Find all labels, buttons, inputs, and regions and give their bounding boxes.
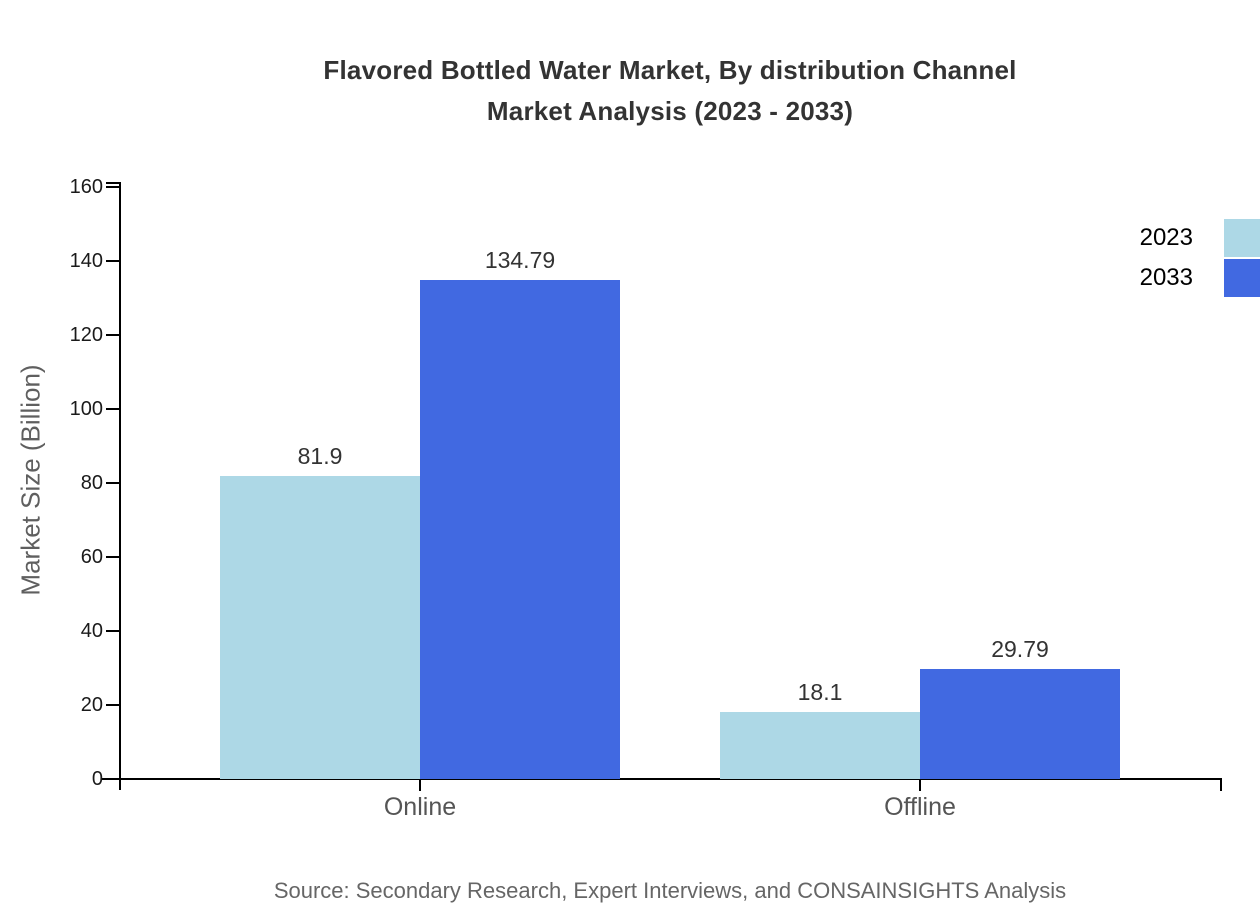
y-tick-label: 20: [80, 694, 103, 716]
y-tick-label: 100: [69, 398, 103, 420]
bar-2033-offline: [920, 668, 1120, 779]
y-tick: [106, 186, 119, 188]
bar-value-label: 134.79: [484, 247, 556, 274]
y-tick-label: 80: [80, 472, 103, 494]
y-tick-label: 40: [80, 620, 103, 642]
y-tick-label: 0: [91, 768, 103, 790]
source-note: Source: Secondary Research, Expert Inter…: [273, 878, 1067, 903]
bar-2033-online: [420, 280, 620, 779]
legend-swatch-2033: [1224, 259, 1260, 297]
y-tick: [106, 260, 119, 262]
legend-label-2023: 2023: [1139, 224, 1193, 251]
legend-swatch-2023: [1224, 219, 1260, 257]
y-axis-line: [119, 182, 121, 790]
y-tick-label: 60: [80, 546, 103, 568]
bar-2023-online: [220, 475, 420, 779]
x-category-label: Offline: [884, 793, 956, 821]
y-tick: [106, 482, 119, 484]
y-tick: [106, 704, 119, 706]
bar-value-label: 81.9: [297, 442, 343, 469]
chart-title-line-2: Market Analysis (2023 - 2033): [486, 96, 854, 126]
x-axis-end-cap: [1220, 778, 1222, 791]
y-axis-top-cap: [106, 182, 119, 184]
bar-value-label: 29.79: [991, 635, 1049, 662]
y-tick-label: 120: [69, 324, 103, 346]
bar-value-label: 18.1: [797, 679, 843, 706]
y-tick: [106, 778, 119, 780]
x-axis-line: [102, 778, 1222, 780]
x-category-label: Online: [383, 793, 457, 821]
y-tick: [106, 630, 119, 632]
bar-2023-offline: [720, 712, 920, 779]
y-tick: [106, 408, 119, 410]
y-tick-label: 160: [69, 176, 103, 198]
x-tick: [419, 779, 421, 791]
y-tick-label: 140: [69, 250, 103, 272]
chart-title: Flavored Bottled Water Market, By distri…: [80, 50, 1260, 132]
y-tick: [106, 556, 119, 558]
chart-title-line-1: Flavored Bottled Water Market, By distri…: [323, 55, 1017, 85]
y-tick: [106, 334, 119, 336]
x-tick: [919, 779, 921, 791]
legend-label-2033: 2033: [1139, 264, 1193, 291]
